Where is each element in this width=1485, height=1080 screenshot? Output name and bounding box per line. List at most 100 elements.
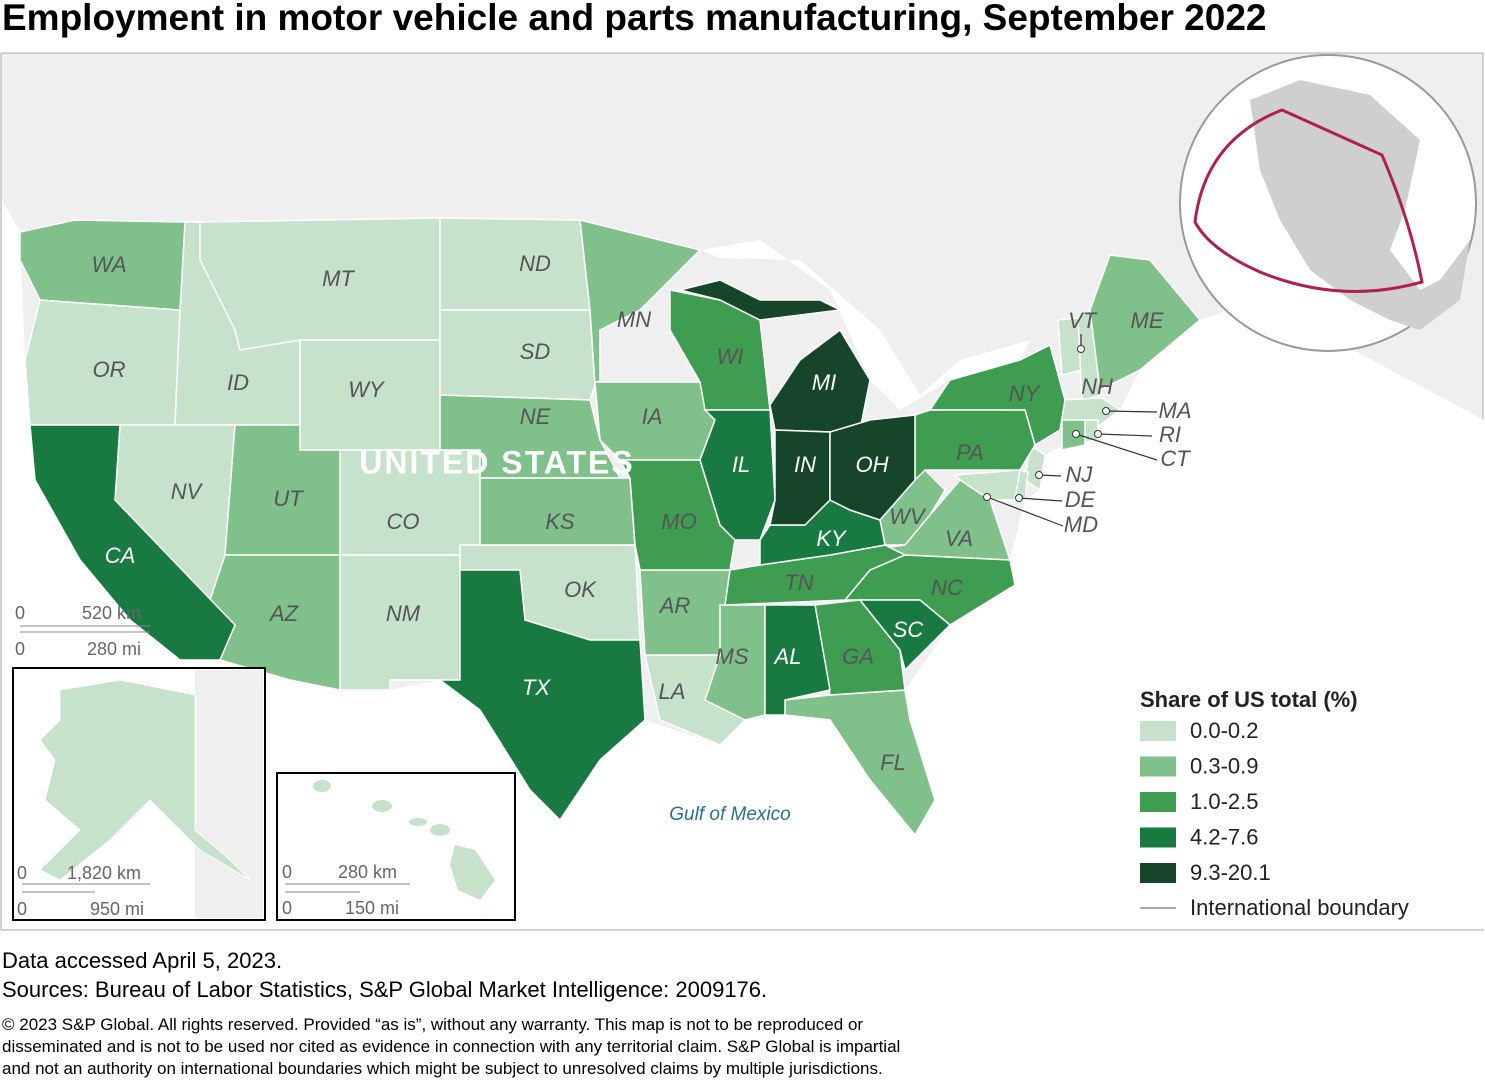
state-label: IN — [794, 452, 816, 477]
state-label: NH — [1081, 374, 1113, 399]
state-label: IA — [642, 404, 663, 429]
state-label: TN — [784, 570, 813, 595]
state-label: WY — [348, 377, 385, 402]
state-label: GA — [842, 644, 874, 669]
state-labels: ORIDMTWYNDSDNVCONMOKLAVTNHMARINJDEMDAKHI… — [91, 251, 1191, 856]
state-label: SD — [520, 339, 551, 364]
footer-notice: © 2023 S&P Global. All rights reserved. … — [2, 1015, 863, 1034]
state-label: NV — [171, 479, 204, 504]
state — [19, 219, 186, 311]
state-label: OR — [93, 357, 126, 382]
inset-alaska: 0 1,820 km 0 950 mi — [12, 667, 266, 921]
inset-hawaii: 0 280 km 0 150 mi — [276, 772, 516, 921]
scale-label: 280 mi — [87, 639, 141, 659]
legend-label: 4.2-7.6 — [1190, 824, 1259, 849]
state-label: PA — [956, 440, 984, 465]
state — [764, 604, 831, 716]
state-label: IL — [732, 452, 750, 477]
state — [29, 424, 236, 661]
state — [953, 469, 1021, 501]
legend-label: International boundary — [1190, 895, 1409, 920]
state-label: MO — [661, 509, 696, 534]
leader-line — [1075, 433, 1158, 461]
state-label: KY — [816, 526, 847, 551]
footer-notice: and not an authority on international bo… — [2, 1059, 883, 1078]
state — [439, 217, 591, 311]
state-label: FL — [880, 750, 906, 775]
state-label: NY — [1009, 381, 1041, 406]
state-label: NE — [520, 404, 551, 429]
state — [858, 599, 952, 672]
state — [914, 409, 1036, 482]
legend-label: 9.3-20.1 — [1190, 860, 1271, 885]
scale-label: 0 — [17, 899, 27, 919]
state-label: AL — [773, 644, 802, 669]
state-label: UT — [273, 486, 304, 511]
leader-dot — [1015, 494, 1023, 502]
state-label: TX — [522, 675, 551, 700]
leader-dot — [1102, 407, 1110, 415]
state — [1077, 308, 1103, 401]
state — [699, 409, 776, 541]
scale-label: 0 — [282, 862, 292, 882]
scale-label: 520 km — [82, 603, 141, 623]
scale-label: 0 — [15, 603, 25, 623]
legend-swatch — [1140, 721, 1176, 741]
state-label: DE — [1065, 487, 1096, 512]
scale-label: 0 — [282, 898, 292, 918]
title: Employment in motor vehicle and parts ma… — [2, 0, 1267, 38]
footer-notice: disseminated and is not to be used nor c… — [2, 1037, 900, 1056]
legend-label: 0.3-0.9 — [1190, 753, 1259, 778]
state — [829, 414, 916, 521]
leader-dot — [1072, 430, 1080, 438]
scale-label: 150 mi — [345, 898, 399, 918]
state-label: VT — [1068, 308, 1098, 333]
state-label: OK — [564, 577, 597, 602]
state-label: VA — [945, 526, 973, 551]
state-label: CT — [1160, 446, 1191, 471]
scale-main: 0 520 km 0 280 mi — [15, 603, 150, 659]
legend-title: Share of US total (%) — [1140, 687, 1358, 712]
state-label: KS — [545, 509, 575, 534]
state-label: ID — [227, 370, 249, 395]
state-label: MA — [1159, 398, 1192, 423]
state — [439, 309, 596, 401]
leader-line — [1105, 410, 1158, 413]
states — [19, 217, 1202, 837]
state-label: NC — [931, 575, 963, 600]
state-label: ME — [1131, 308, 1164, 333]
water — [2, 200, 1484, 929]
leader-dot — [1094, 430, 1102, 438]
scale-label: 280 km — [338, 862, 397, 882]
leader-dot — [1077, 345, 1085, 353]
state-label: ND — [519, 251, 551, 276]
state — [679, 279, 843, 321]
state — [199, 217, 441, 351]
state-label: WI — [717, 344, 744, 369]
state-label: WV — [889, 504, 927, 529]
legend: Share of US total (%) International boun… — [1140, 687, 1409, 920]
state-label: MN — [617, 307, 651, 332]
locator-globe — [1179, 54, 1477, 352]
scale-label: 0 — [17, 863, 27, 883]
leader-line — [986, 496, 1064, 527]
state-label: CA — [105, 543, 136, 568]
legend-label: 1.0-2.5 — [1190, 789, 1259, 814]
state-label: WA — [91, 252, 126, 277]
state-label: MD — [1064, 512, 1098, 537]
state — [579, 219, 702, 387]
state-label: MS — [716, 644, 749, 669]
leader-line — [1097, 433, 1153, 437]
state-label: CO — [387, 509, 420, 534]
footer-accessed: Data accessed April 5, 2023. — [2, 948, 282, 973]
legend-swatch — [1140, 863, 1176, 883]
state-label: OH — [856, 452, 889, 477]
state — [390, 569, 646, 822]
country-label: UNITED STATES — [359, 444, 634, 480]
state-label: MT — [322, 266, 355, 291]
legend-swatch — [1140, 792, 1176, 812]
state-label: NM — [386, 601, 421, 626]
scale-label: 950 mi — [90, 899, 144, 919]
legend-label: 0.0-0.2 — [1190, 718, 1259, 743]
